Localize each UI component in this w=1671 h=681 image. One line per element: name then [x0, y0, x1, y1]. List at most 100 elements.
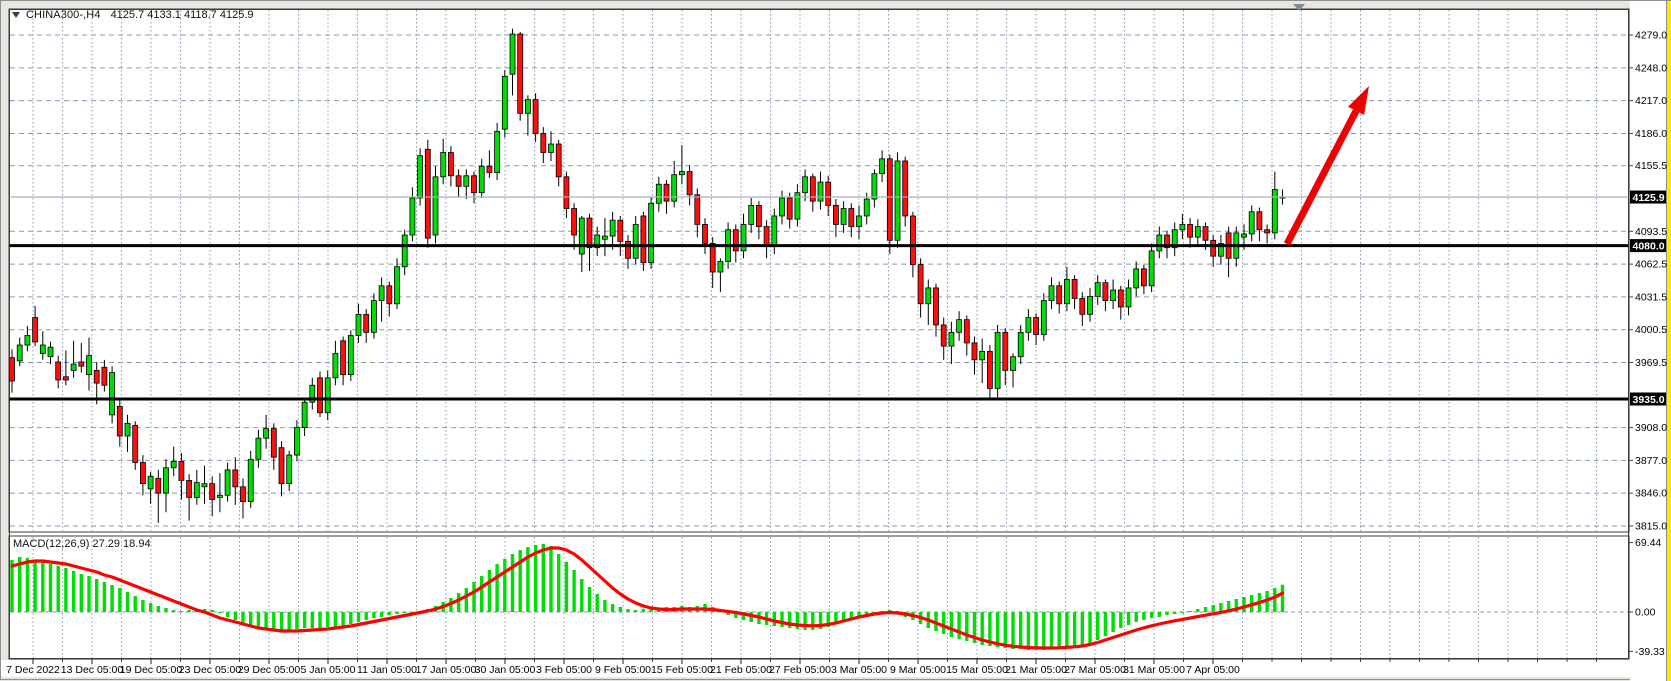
candle-bullish: [1040, 300, 1047, 335]
candle-bullish: [170, 461, 177, 469]
time-axis-label: 30 Jan 05:00: [475, 664, 536, 676]
price-axis-label: 3969.5: [1635, 357, 1667, 369]
price-axis-label: 4186.0: [1635, 128, 1667, 140]
candle-bearish: [786, 197, 793, 220]
candle-bullish: [309, 384, 316, 403]
candle-bullish: [409, 197, 416, 236]
candle-bearish: [486, 165, 493, 173]
time-axis-label: 27 Mar 05:00: [1064, 664, 1126, 676]
candle-bearish: [1033, 317, 1039, 335]
candle-bearish: [278, 447, 285, 485]
candle-bullish: [1194, 226, 1201, 238]
candle-bullish: [417, 155, 424, 199]
candle-bullish: [463, 175, 470, 187]
candle-bullish: [794, 192, 801, 220]
candle-bullish: [1048, 285, 1055, 302]
candle-bullish: [979, 350, 986, 361]
chart-title: CHINA300-,H4 4125.7 4133.1 4118.7 4125.9: [12, 8, 254, 22]
candle-bearish: [1002, 331, 1009, 371]
candle-bearish: [586, 217, 593, 249]
candle-bearish: [663, 183, 670, 202]
candle-bullish: [432, 176, 439, 236]
candle-bearish: [555, 143, 562, 178]
candle-bearish: [963, 319, 970, 344]
candle-bullish: [347, 335, 354, 376]
price-axis-label: 3846.0: [1635, 488, 1667, 500]
candle-bullish: [1171, 229, 1178, 249]
time-axis-label: 3 Feb 05:00: [536, 664, 592, 676]
candle-bullish: [163, 467, 169, 494]
candle-bullish: [879, 158, 885, 175]
candle-bullish: [86, 355, 92, 376]
chart-shift-marker-icon[interactable]: [1293, 4, 1305, 11]
candle-bullish: [748, 204, 755, 225]
candle-bullish: [1025, 317, 1032, 333]
candle-bullish: [47, 346, 54, 358]
candle-bullish: [602, 235, 608, 240]
trend-arrow-shaft[interactable]: [1283, 109, 1360, 246]
candle-bearish: [1141, 268, 1147, 287]
candle-bullish: [779, 197, 785, 217]
candle-bearish: [471, 175, 477, 194]
candle-bullish: [894, 160, 901, 241]
candle-bullish: [1094, 282, 1101, 297]
candle-bullish: [501, 75, 508, 130]
price-axis-label: 4000.5: [1635, 324, 1667, 336]
candle-bullish: [301, 401, 308, 428]
candle-bearish: [910, 215, 916, 266]
time-axis-label: 9 Mar 05:00: [890, 664, 946, 676]
candle-bearish: [1210, 239, 1217, 257]
price-tag: [1630, 239, 1666, 253]
candle-bearish: [848, 208, 855, 227]
candle-bullish: [440, 152, 447, 178]
main-chart-border: [8, 8, 1630, 533]
candle-bearish: [917, 264, 924, 305]
candle-bullish: [1110, 289, 1116, 302]
symbol-dropdown-icon[interactable]: [12, 12, 20, 18]
candle-bearish: [617, 219, 624, 242]
candle-bullish: [856, 215, 862, 227]
candle-bearish: [340, 340, 347, 376]
candle-bearish: [756, 204, 762, 227]
candle-bullish: [478, 165, 485, 194]
candle-bearish: [563, 176, 570, 209]
time-axis-label: 3 Mar 05:00: [831, 664, 887, 676]
candle-bullish: [255, 437, 262, 460]
candle-bullish: [863, 198, 870, 217]
candle-bearish: [139, 462, 146, 485]
candle-bearish: [886, 158, 893, 241]
candle-bearish: [155, 477, 162, 494]
time-axis-label: 5 Jan 05:00: [301, 664, 356, 676]
candle-bullish: [494, 130, 501, 173]
candle-bearish: [240, 486, 246, 503]
candle-bearish: [732, 229, 739, 252]
chart-plot-background: [9, 9, 1629, 659]
candle-bearish: [447, 152, 454, 177]
candle-bullish: [70, 363, 77, 371]
candle-bullish: [16, 344, 23, 362]
candle-bullish: [802, 176, 808, 194]
candle-bullish: [124, 422, 131, 437]
candle-bullish: [1218, 243, 1224, 257]
price-axis-label: 4217.0: [1635, 95, 1667, 107]
trend-arrow-head[interactable]: [1348, 86, 1369, 115]
candle-bullish: [717, 261, 724, 273]
candle-bullish: [1156, 234, 1163, 252]
candle-bullish: [1179, 224, 1186, 231]
candle-bullish: [679, 171, 685, 176]
price-axis-label: 4279.0: [1635, 30, 1667, 42]
time-axis-label: 15 Mar 05:00: [946, 664, 1008, 676]
candle-bearish: [55, 361, 62, 381]
candle-bullish: [263, 428, 270, 439]
price-tag: [1630, 190, 1666, 204]
candle-bullish: [548, 143, 554, 153]
candle-bearish: [933, 287, 939, 326]
candle-bullish: [324, 377, 331, 414]
candle-bearish: [809, 176, 816, 202]
price-tag-label: 4125.9: [1633, 192, 1665, 204]
candle-bearish: [1071, 279, 1078, 299]
candle-bullish: [1248, 211, 1255, 235]
candle-bearish: [971, 342, 978, 361]
time-axis-label: 15 Feb 05:00: [651, 664, 713, 676]
